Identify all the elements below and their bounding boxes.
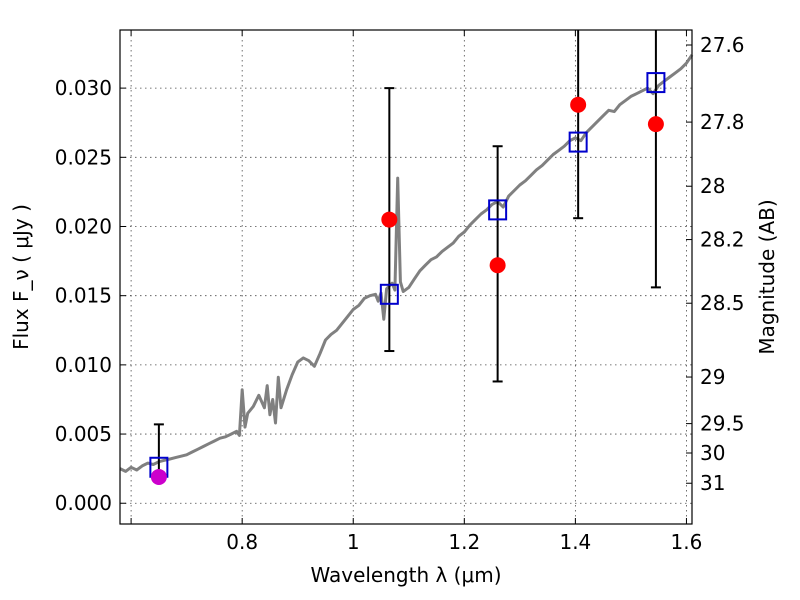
right-tick-label: 30 — [700, 441, 725, 465]
right-tick-label: 29 — [700, 365, 725, 389]
model-photometry-point — [646, 72, 666, 94]
x-axis-label: Wavelength λ (μm) — [310, 563, 501, 587]
observed-points — [150, 96, 664, 485]
x-axis-ticks: 0.8 1 1.2 1.4 1.6 — [130, 30, 703, 554]
y-axis-ticks: 0.000 0.005 0.010 0.015 0.020 0.025 0.030 — [55, 76, 126, 515]
observed-point — [647, 116, 664, 133]
x-tick-label: 0.8 — [226, 530, 258, 554]
y-tick-label: 0.000 — [55, 491, 112, 515]
model-photometry-points — [149, 72, 666, 478]
right-tick-label: 28.5 — [700, 291, 745, 315]
observed-point — [489, 257, 506, 274]
model-spectrum-layer — [119, 54, 694, 473]
observed-point — [381, 211, 398, 228]
plot-frame — [119, 29, 693, 525]
right-tick-label: 28 — [700, 174, 725, 198]
right-tick-label: 27.8 — [700, 110, 745, 134]
model-photometry-point — [568, 131, 588, 153]
y-axis-label: Flux F_ν ( μJy ) — [9, 204, 33, 350]
right-axis-label: Magnitude (AB) — [755, 199, 779, 354]
right-tick-label: 29.5 — [700, 412, 745, 436]
right-tick-label: 31 — [700, 471, 725, 495]
right-tick-label: 27.6 — [700, 33, 745, 57]
model-spectrum-line — [119, 54, 694, 473]
observed-point — [150, 468, 167, 485]
observed-point — [570, 96, 587, 113]
model-photometry-point — [379, 283, 399, 305]
right-tick-label: 28.2 — [700, 228, 745, 252]
grid — [120, 30, 692, 524]
model-photometry-point — [488, 199, 508, 221]
error-bars — [153, 30, 661, 478]
x-tick-label: 1.4 — [559, 530, 591, 554]
y-tick-label: 0.025 — [55, 145, 112, 169]
y-tick-label: 0.020 — [55, 214, 112, 238]
right-axis-ticks: 27.6 27.8 28 28.2 28.5 29 29.5 30 31 — [686, 33, 745, 495]
x-tick-label: 1.2 — [448, 530, 480, 554]
y-tick-label: 0.030 — [55, 76, 112, 100]
x-tick-label: 1 — [347, 530, 360, 554]
y-tick-label: 0.010 — [55, 353, 112, 377]
y-tick-label: 0.015 — [55, 284, 112, 308]
x-tick-label: 1.6 — [671, 530, 703, 554]
y-tick-label: 0.005 — [55, 422, 112, 446]
